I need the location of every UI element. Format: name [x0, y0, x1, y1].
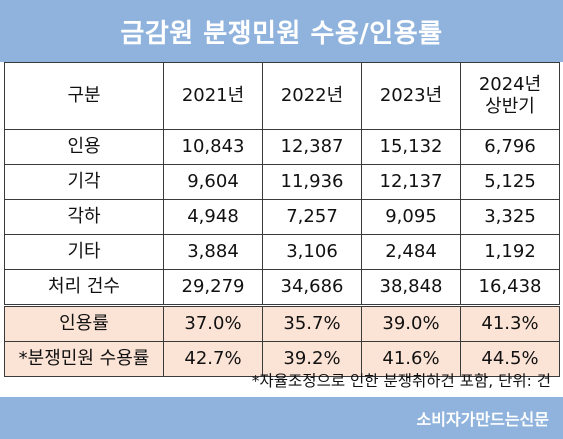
cell-value: 39.2% — [262, 341, 362, 377]
cell-value: 35.7% — [262, 304, 362, 342]
row-label: *분쟁민원 수용률 — [4, 341, 164, 377]
table-row: 기각 9,604 11,936 12,137 5,125 — [4, 164, 560, 200]
source-label: 소비자가만드는신문 — [416, 410, 549, 429]
header-row: 구분 2021년 2022년 2023년 2024년 상반기 — [4, 62, 560, 130]
cell-value: 3,325 — [460, 199, 560, 235]
row-label: 기각 — [4, 164, 164, 200]
cell-value: 5,125 — [460, 164, 560, 200]
cell-value: 9,604 — [163, 164, 263, 200]
cell-value: 3,884 — [163, 234, 263, 270]
cell-value: 39.0% — [361, 304, 461, 342]
cell-value: 42.7% — [163, 341, 263, 377]
cell-value: 41.6% — [361, 341, 461, 377]
cell-value: 12,137 — [361, 164, 461, 200]
table-row: 각하 4,948 7,257 9,095 3,325 — [4, 199, 560, 235]
header-2021: 2021년 — [163, 62, 263, 130]
cell-value: 38,848 — [361, 269, 461, 306]
cell-value: 1,192 — [460, 234, 560, 270]
source-banner: 소비자가만드는신문 — [0, 397, 563, 439]
cell-value: 37.0% — [163, 304, 263, 342]
footnote: *자율조정으로 인한 분쟁취하건 포함, 단위: 건 — [251, 372, 551, 390]
page-title: 금감원 분쟁민원 수용/인용률 — [0, 0, 563, 62]
cell-value: 41.3% — [460, 304, 560, 342]
cell-value: 10,843 — [163, 129, 263, 165]
header-2022: 2022년 — [262, 62, 362, 130]
table-row-rate: 인용률 37.0% 35.7% 39.0% 41.3% — [4, 304, 560, 342]
header-2024h1: 2024년 상반기 — [460, 62, 560, 130]
row-label: 처리 건수 — [4, 269, 164, 306]
header-category: 구분 — [4, 62, 164, 130]
row-label: 기타 — [4, 234, 164, 270]
cell-value: 12,387 — [262, 129, 362, 165]
cell-value: 7,257 — [262, 199, 362, 235]
header-2023: 2023년 — [361, 62, 461, 130]
cell-value: 3,106 — [262, 234, 362, 270]
row-label: 인용 — [4, 129, 164, 165]
cell-value: 15,132 — [361, 129, 461, 165]
header-2024-half: 상반기 — [485, 96, 535, 117]
row-label: 각하 — [4, 199, 164, 235]
table-row: 인용 10,843 12,387 15,132 6,796 — [4, 129, 560, 165]
row-label: 인용률 — [4, 304, 164, 342]
cell-value: 29,279 — [163, 269, 263, 306]
table-row-total: 처리 건수 29,279 34,686 38,848 16,438 — [4, 269, 560, 306]
cell-value: 34,686 — [262, 269, 362, 306]
cell-value: 11,936 — [262, 164, 362, 200]
cell-value: 4,948 — [163, 199, 263, 235]
cell-value: 16,438 — [460, 269, 560, 306]
table-row-rate: *분쟁민원 수용률 42.7% 39.2% 41.6% 44.5% — [4, 341, 560, 377]
cell-value: 6,796 — [460, 129, 560, 165]
table-row: 기타 3,884 3,106 2,484 1,192 — [4, 234, 560, 270]
cell-value: 9,095 — [361, 199, 461, 235]
header-2024-year: 2024년 — [478, 74, 542, 95]
statistics-table: 구분 2021년 2022년 2023년 2024년 상반기 인용 10,843… — [4, 62, 560, 377]
cell-value: 44.5% — [460, 341, 560, 377]
cell-value: 2,484 — [361, 234, 461, 270]
